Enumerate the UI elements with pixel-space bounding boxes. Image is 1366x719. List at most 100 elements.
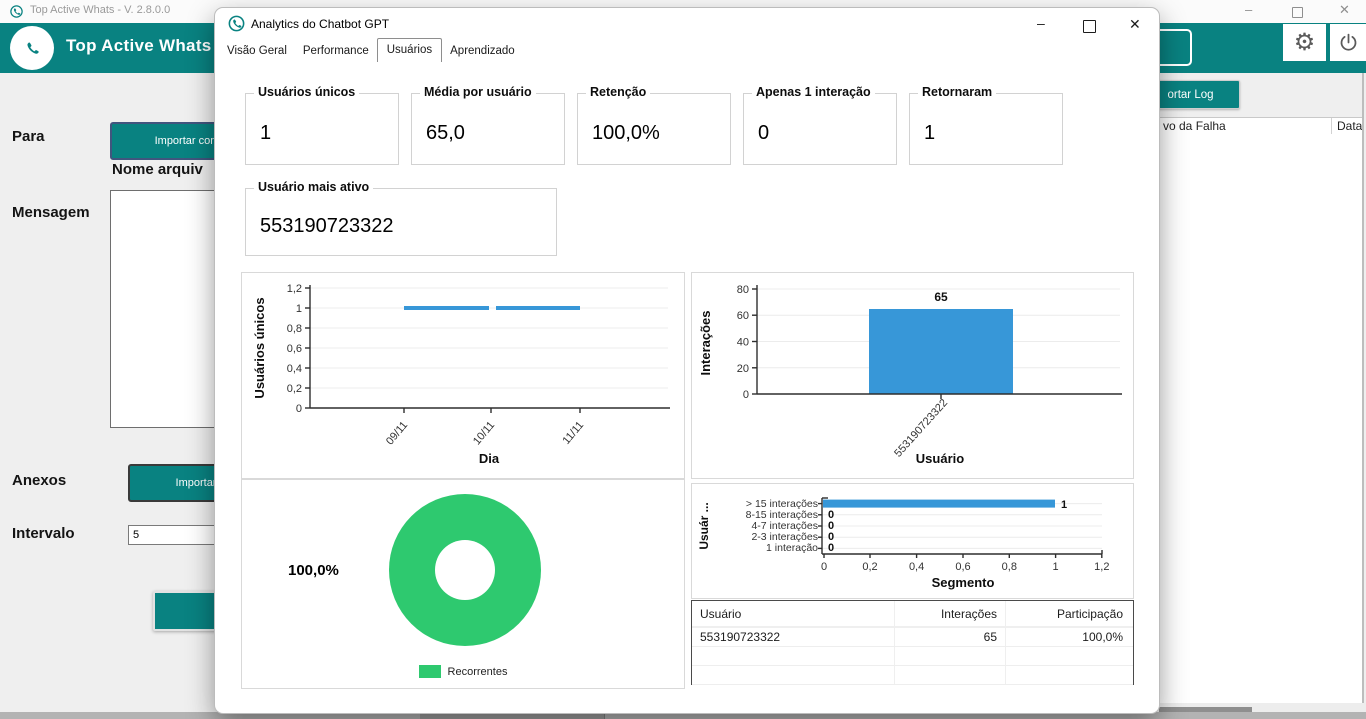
hbar-chart-svg: > 15 interações 8-15 interações 4-7 inte… (697, 497, 1109, 590)
y-tick: 60 (737, 310, 749, 322)
cell-interacoes (895, 666, 1006, 684)
export-log-label: ortar Log (1167, 88, 1214, 101)
power-button[interactable] (1330, 24, 1366, 61)
gear-icon: ⚙ (1293, 28, 1316, 56)
y-tick: 0,8 (287, 323, 302, 335)
para-label: Para (12, 128, 45, 145)
line-chart-svg: 0 0,2 0,4 0,6 0,8 1 1,2 09/11 10/11 11/1… (252, 283, 670, 466)
dialog-maximize-button[interactable] (1083, 20, 1096, 38)
x-tick: 1,2 (1094, 561, 1109, 573)
main-minimize-button[interactable]: – (1245, 2, 1253, 17)
x-tick: 09/11 (384, 419, 410, 447)
whatsapp-logo (10, 26, 54, 70)
kpi-usuarios-unicos: Usuários únicos 1 (245, 85, 399, 165)
donut-value-label: 100,0% (288, 562, 339, 579)
x-tick: 0 (821, 561, 827, 573)
whatsapp-icon (228, 15, 245, 32)
y-axis-title: Interações (698, 310, 713, 375)
y-tick: 0 (296, 403, 302, 415)
settings-button[interactable]: ⚙ (1283, 24, 1326, 61)
analytics-dialog: Analytics do Chatbot GPT – ✕ Visão Geral… (215, 8, 1159, 713)
table-row (692, 666, 1133, 685)
category-label: 8-15 interações (746, 509, 818, 521)
kpi-label: Retenção (586, 85, 651, 99)
kpi-value: 553190723322 (260, 215, 394, 237)
bottom-scrollbar-thumb[interactable] (420, 712, 605, 719)
window-right-border (1362, 73, 1364, 719)
chart-unique-users-by-day: 0 0,2 0,4 0,6 0,8 1 1,2 09/11 10/11 11/1… (241, 272, 685, 479)
chart-users-by-segment: > 15 interações 8-15 interações 4-7 inte… (691, 483, 1134, 599)
header-usuario[interactable]: Usuário (692, 601, 895, 626)
x-tick: 0,4 (909, 561, 924, 573)
y-tick: 40 (737, 337, 749, 349)
bar-value-label: 1 (1061, 499, 1067, 511)
log-col-date[interactable]: Data (1337, 119, 1363, 133)
x-tick: 11/11 (560, 419, 586, 447)
dialog-minimize-button[interactable]: – (1037, 15, 1045, 31)
header-interacoes[interactable]: Interações (895, 601, 1006, 626)
category-label: > 15 interações (746, 498, 818, 510)
kpi-apenas-1-interacao: Apenas 1 interação 0 (743, 85, 897, 165)
bottom-scrollbar-track[interactable] (0, 712, 1366, 719)
x-tick: 0,8 (1002, 561, 1017, 573)
table-header-row: Usuário Interações Participação (692, 601, 1133, 628)
cell-usuario (692, 647, 895, 665)
user-participation-table: Usuário Interações Participação 55319072… (691, 600, 1134, 685)
x-axis-title: Dia (479, 451, 500, 466)
category-label: 2-3 interações (751, 531, 818, 543)
y-tick: 0 (743, 389, 749, 401)
kpi-label: Usuário mais ativo (254, 180, 374, 194)
intervalo-label: Intervalo (12, 525, 75, 542)
dialog-close-button[interactable]: ✕ (1129, 16, 1141, 32)
brand-title: Top Active Whats - (66, 36, 216, 55)
cell-participacao (1006, 647, 1132, 665)
kpi-value: 100,0% (592, 122, 660, 144)
import-attachments-label: Importar (175, 477, 217, 489)
table-row (692, 647, 1133, 666)
kpi-value: 1 (924, 122, 936, 144)
kpi-usuario-mais-ativo: Usuário mais ativo 553190723322 (245, 180, 557, 256)
y-tick: 1,2 (287, 283, 302, 295)
donut-legend: Recorrentes (242, 665, 684, 678)
anexos-label: Anexos (12, 472, 67, 489)
header-participacao[interactable]: Participação (1056, 606, 1123, 621)
y-tick: 0,2 (287, 383, 302, 395)
chart-interactions-by-user: 0 20 40 60 80 65 553190723322 Interações… (691, 272, 1134, 479)
kpi-retencao: Retenção 100,0% (577, 85, 731, 165)
log-hscrollbar-thumb[interactable] (1159, 707, 1252, 712)
bar-value-label: 0 (828, 531, 834, 543)
cell-interacoes (895, 647, 1006, 665)
main-window-title: Top Active Whats - V. 2.8.0.0 (30, 4, 171, 16)
tab-usuarios[interactable]: Usuários (376, 38, 443, 62)
cell-participacao (1006, 666, 1132, 684)
legend-swatch (418, 665, 441, 678)
y-tick: 0,6 (287, 343, 302, 355)
nome-arquivo-label: Nome arquiv (112, 161, 203, 178)
log-col-file[interactable]: vo da Falha (1163, 119, 1226, 133)
mensagem-label: Mensagem (12, 204, 90, 221)
tab-performance[interactable]: Performance (302, 45, 369, 57)
log-col-divider (1331, 118, 1332, 134)
main-close-button[interactable]: ✕ (1339, 2, 1350, 17)
legend-label: Recorrentes (447, 665, 508, 678)
kpi-label: Retornaram (918, 85, 997, 99)
kpi-retornaram: Retornaram 1 (909, 85, 1063, 165)
bar-value-label: 0 (828, 509, 834, 521)
tab-aprendizado[interactable]: Aprendizado (450, 45, 515, 57)
interval-input[interactable] (128, 525, 215, 545)
whatsapp-phone-icon (27, 42, 39, 54)
main-maximize-button[interactable] (1292, 5, 1303, 23)
y-tick: 80 (737, 284, 749, 296)
import-contacts-label: Importar cont (154, 135, 220, 147)
x-tick: 10/11 (471, 419, 497, 447)
y-tick: 20 (737, 363, 749, 375)
cell-interacoes: 65 (895, 628, 1006, 646)
y-axis-title: Usuários únicos (252, 297, 267, 398)
tab-visao-geral[interactable]: Visão Geral (227, 45, 287, 57)
maximize-icon (1292, 7, 1303, 18)
chart-recurrence-donut: 100,0% Recorrentes (241, 479, 685, 689)
category-label: 4-7 interações (751, 520, 818, 532)
power-icon (1340, 33, 1356, 51)
kpi-value: 65,0 (426, 122, 465, 144)
